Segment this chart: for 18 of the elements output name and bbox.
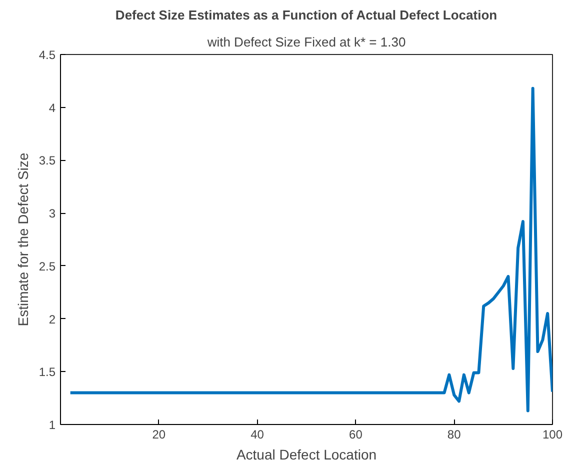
y-tick-label: 2 (48, 312, 56, 326)
y-tick-label: 4 (48, 100, 56, 115)
y-axis-title: Estimate for the Defect Size (14, 152, 31, 326)
y-tick-label: 3 (48, 206, 56, 221)
x-tick-label: 60 (349, 428, 363, 442)
x-tick-label: 20 (152, 428, 166, 442)
x-tick-label: 80 (447, 428, 462, 442)
y-tick-label: 1.5 (38, 365, 56, 380)
chart-title: Defect Size Estimates as a Function of Actual Defect Location (115, 8, 498, 22)
x-tick-label: 100 (542, 428, 563, 442)
y-tick-label: 2.5 (38, 259, 56, 274)
x-axis-title: Actual Defect Location (236, 446, 377, 462)
y-tick-label: 1 (48, 418, 56, 432)
x-tick-label: 40 (250, 428, 264, 442)
chart-subtitle: with Defect Size Fixed at k* = 1.30 (206, 34, 406, 50)
y-tick-label: 3.5 (38, 154, 56, 168)
line-series (68, 86, 552, 412)
y-tick-label: 4.5 (38, 48, 56, 62)
